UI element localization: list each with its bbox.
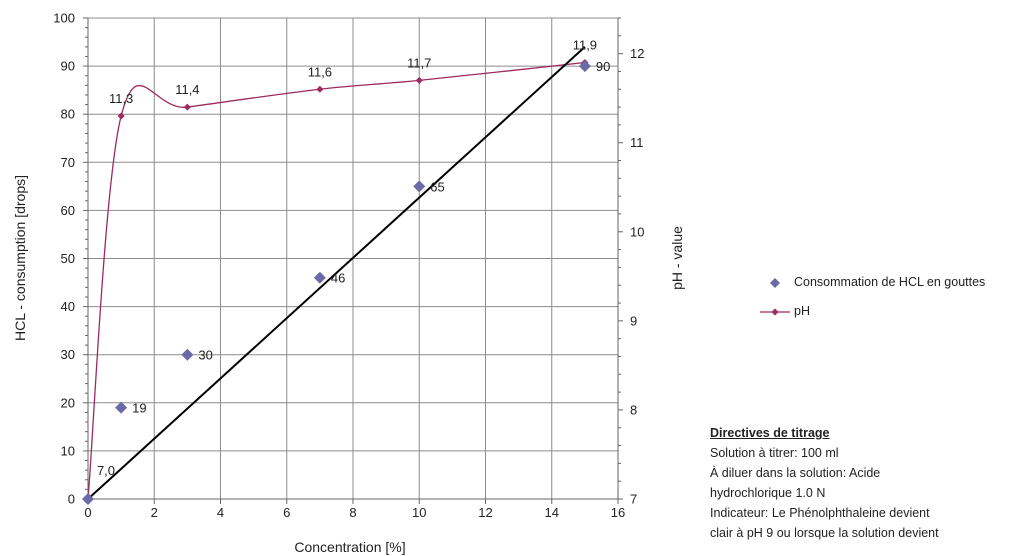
x-tick-label: 12 xyxy=(478,505,492,520)
titration-notes: Directives de titrage Solution à titrer:… xyxy=(710,423,1011,543)
legend-item-hcl: Consommation de HCL en gouttes xyxy=(760,268,985,297)
legend-label-ph: pH xyxy=(794,304,810,318)
x-tick-label: 16 xyxy=(611,505,625,520)
y-tick-label: 90 xyxy=(61,59,75,74)
hcl-data-label: 90 xyxy=(596,59,610,74)
y2-tick-label: 12 xyxy=(630,46,644,61)
y-tick-label: 10 xyxy=(61,443,75,458)
x-tick-label: 6 xyxy=(283,505,290,520)
y-tick-label: 70 xyxy=(61,155,75,170)
hcl-data-label: 19 xyxy=(132,401,146,416)
ph-curve xyxy=(87,61,585,500)
ph-data-label: 11,6 xyxy=(308,64,332,79)
ph-data-label: 11,4 xyxy=(175,82,199,97)
tick-labels: 0 2 4 6 8 10 12 14 16010203040506070809010078910… xyxy=(53,11,644,521)
ph-point xyxy=(183,103,191,111)
notes-line: À diluer dans la solution: Acide xyxy=(710,466,881,480)
data-labels: 7,0 11,3 11,4 11,6 11,7 11,9 19 30 46 65 90 xyxy=(97,38,610,478)
trendline xyxy=(87,46,586,500)
y2-tick-label: 11 xyxy=(630,135,644,150)
line-marker-icon xyxy=(760,305,790,319)
ph-data-label: 7,0 xyxy=(97,463,115,478)
notes-line: clair à pH 9 ou lorsque la solution devi… xyxy=(710,526,939,540)
legend-label-hcl: Consommation de HCL en gouttes xyxy=(794,275,986,289)
y-axis-title: HCL - consumption [drops] xyxy=(12,175,28,341)
hcl-point xyxy=(181,348,194,361)
x-tick-label: 14 xyxy=(545,505,559,520)
notes-line: Solution à titrer: 100 ml xyxy=(710,446,839,460)
hcl-point xyxy=(578,60,591,73)
y2-tick-label: 10 xyxy=(630,224,644,239)
x-tick-label: 0 xyxy=(84,505,91,520)
y-tick-label: 50 xyxy=(61,251,75,266)
ph-data-label: 11,7 xyxy=(407,55,431,70)
y-tick-label: 30 xyxy=(61,347,75,362)
grid xyxy=(88,17,618,499)
notes-title: Directives de titrage xyxy=(710,426,830,440)
notes-line: hydrochlorique 1.0 N xyxy=(710,486,826,500)
legend: Consommation de HCL en gouttes pH xyxy=(760,268,985,326)
data-marks xyxy=(82,59,591,505)
y2-axis-title: pH - value xyxy=(669,226,685,290)
hcl-point xyxy=(115,401,128,414)
axes xyxy=(83,17,623,504)
y2-tick-label: 8 xyxy=(630,402,637,417)
ph-point xyxy=(117,112,125,120)
x-tick-label: 2 xyxy=(151,505,158,520)
hcl-data-label: 65 xyxy=(430,179,444,194)
y-tick-label: 20 xyxy=(61,395,75,410)
hcl-point xyxy=(413,180,426,193)
diamond-marker-icon xyxy=(760,276,790,290)
ph-data-label: 11,9 xyxy=(573,38,597,53)
x-tick-label: 10 xyxy=(412,505,426,520)
notes-line: Indicateur: Le Phénolphthaleine devient xyxy=(710,506,930,520)
y2-tick-label: 9 xyxy=(630,313,637,328)
x-tick-label: 8 xyxy=(349,505,356,520)
y-tick-label: 60 xyxy=(61,203,75,218)
y-tick-label: 0 xyxy=(68,492,75,507)
ph-point xyxy=(316,85,324,93)
hcl-data-label: 46 xyxy=(331,271,345,286)
y2-tick-label: 7 xyxy=(630,492,637,507)
x-tick-label: 4 xyxy=(217,505,224,520)
y-tick-label: 80 xyxy=(61,107,75,122)
ph-point xyxy=(415,76,423,84)
hcl-point xyxy=(313,271,326,284)
hcl-point xyxy=(82,493,94,505)
x-axis-title: Concentration [%] xyxy=(294,539,405,555)
ph-data-label: 11,3 xyxy=(109,91,133,106)
legend-item-ph: pH xyxy=(760,297,985,326)
y-tick-label: 100 xyxy=(53,11,75,26)
y-tick-label: 40 xyxy=(61,299,75,314)
hcl-data-label: 30 xyxy=(198,348,212,363)
